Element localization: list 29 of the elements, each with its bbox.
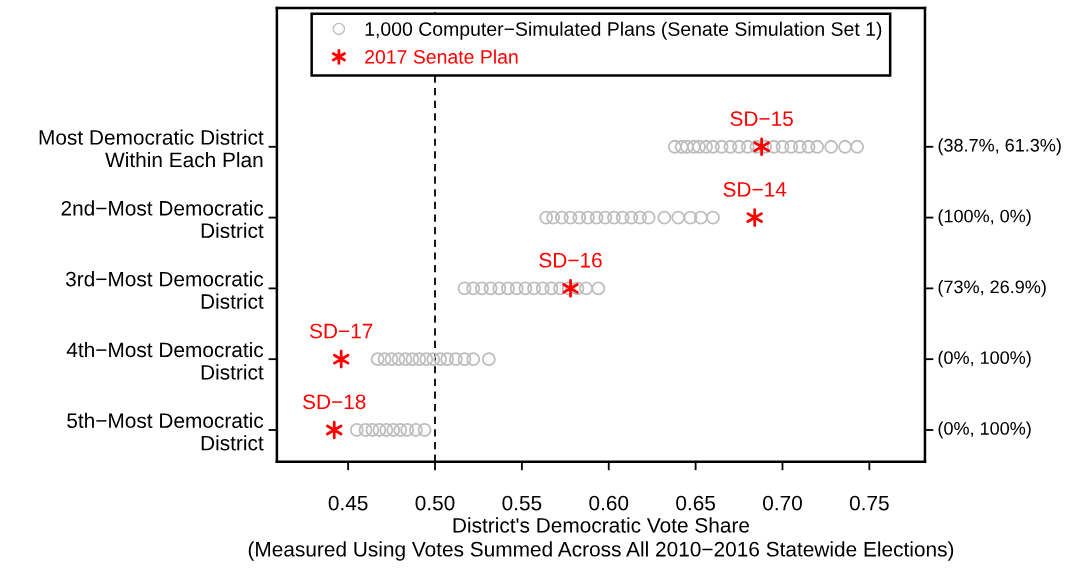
text: (100%, 0%) — [938, 209, 1031, 226]
x-tick-label: 0.55 — [502, 495, 542, 511]
y-tick-label: 2nd−Most Democratic District — [61, 200, 264, 239]
point — [753, 137, 770, 157]
x-tick-label: 0.50 — [415, 495, 455, 511]
annotation: SD−18 — [303, 394, 366, 410]
legend-label: 1,000 Computer−Simulated Plans (Senate Simulation Set 1) — [365, 21, 882, 40]
x-tick-label: 0.45 — [328, 495, 368, 511]
legend-label: 2017 Senate Plan — [365, 49, 518, 64]
x-tick-label: 0.75 — [849, 495, 889, 511]
x-tick-label: 0.60 — [589, 495, 629, 511]
y-tick-label: 4th−Most Democratic District — [66, 341, 264, 380]
text: (0%, 100%) — [938, 421, 1031, 439]
x-tick-label: 0.65 — [676, 495, 716, 511]
point — [746, 208, 763, 227]
text: (73%, 26.9%) — [938, 279, 1046, 297]
text: (38.7%, 61.3%) — [938, 138, 1061, 156]
x-tick-label: 0.70 — [763, 495, 802, 511]
y-tick-label: 5th−Most Democratic District — [67, 412, 264, 451]
point — [325, 420, 343, 440]
annotation: SD−17 — [309, 323, 373, 339]
x-axis-title: District's Democratic Vote Share (Measured Using Votes Summed Across All 2010−2016 Statewide Elections) — [248, 517, 954, 561]
annotation: SD−14 — [723, 182, 787, 197]
point — [332, 349, 350, 369]
y-tick-label: Most Democratic District Within Each Plan — [39, 129, 264, 168]
y-tick-label: 3rd−Most Democratic District — [65, 271, 264, 309]
annotation: SD−16 — [539, 252, 602, 268]
text: (0%, 100%) — [938, 350, 1031, 368]
annotation: SD−15 — [730, 111, 793, 126]
